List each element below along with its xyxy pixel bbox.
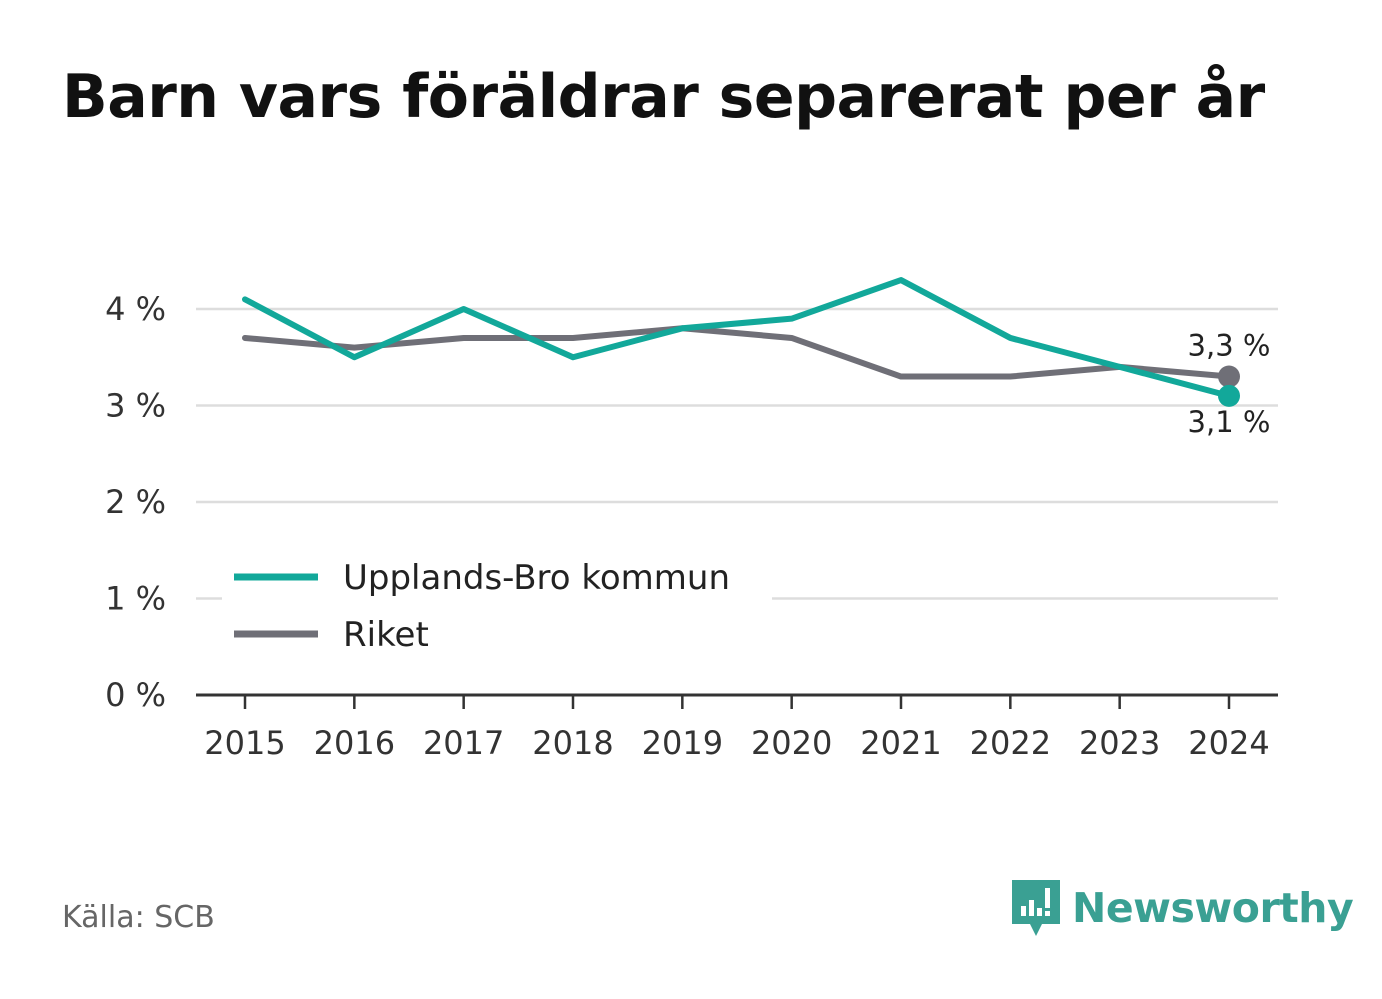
brand-name: Newsworthy	[1072, 884, 1354, 932]
newsworthy-logo-icon	[1012, 880, 1060, 936]
source-note: Källa: SCB	[62, 900, 215, 935]
series-end-marker	[1218, 384, 1240, 407]
y-tick-label: 2 %	[105, 483, 166, 521]
x-tick-label: 2024	[1188, 724, 1269, 762]
legend-label: Riket	[343, 615, 429, 655]
end-labels: 3,1 % 3,3 %	[1188, 329, 1271, 439]
series-line	[242, 277, 1232, 399]
x-tick-label: 2016	[314, 724, 395, 762]
y-axis-ticks: 0 % 1 % 2 % 3 % 4 %	[105, 290, 166, 714]
series-lines	[242, 277, 1240, 407]
end-value-label: 3,3 %	[1188, 329, 1271, 363]
x-tick-label: 2023	[1079, 724, 1160, 762]
y-tick-label: 0 %	[105, 676, 166, 714]
end-value-label: 3,1 %	[1188, 405, 1271, 439]
legend-background	[222, 547, 772, 662]
brand-logo: Newsworthy	[1010, 878, 1354, 938]
series-end-marker	[1218, 365, 1240, 388]
x-tick-label: 2022	[970, 724, 1051, 762]
x-tick-label: 2019	[642, 724, 723, 762]
legend: Upplands-Bro kommun Riket	[222, 547, 772, 662]
y-tick-label: 3 %	[105, 387, 166, 425]
chart-title: Barn vars föräldrar separerat per år	[62, 62, 1265, 132]
x-axis-ticks: 2015 2016 2017 2018 2019 2020 2021 2022 2023 2024	[196, 693, 1278, 762]
legend-label: Upplands-Bro kommun	[343, 558, 730, 598]
x-tick-label: 2018	[532, 724, 613, 762]
x-tick-label: 2015	[204, 724, 285, 762]
x-tick-label: 2021	[860, 724, 941, 762]
y-tick-label: 1 %	[105, 580, 166, 618]
series-line	[242, 325, 1232, 380]
x-tick-label: 2017	[423, 724, 504, 762]
x-tick-label: 2020	[751, 724, 832, 762]
y-tick-label: 4 %	[105, 290, 166, 328]
